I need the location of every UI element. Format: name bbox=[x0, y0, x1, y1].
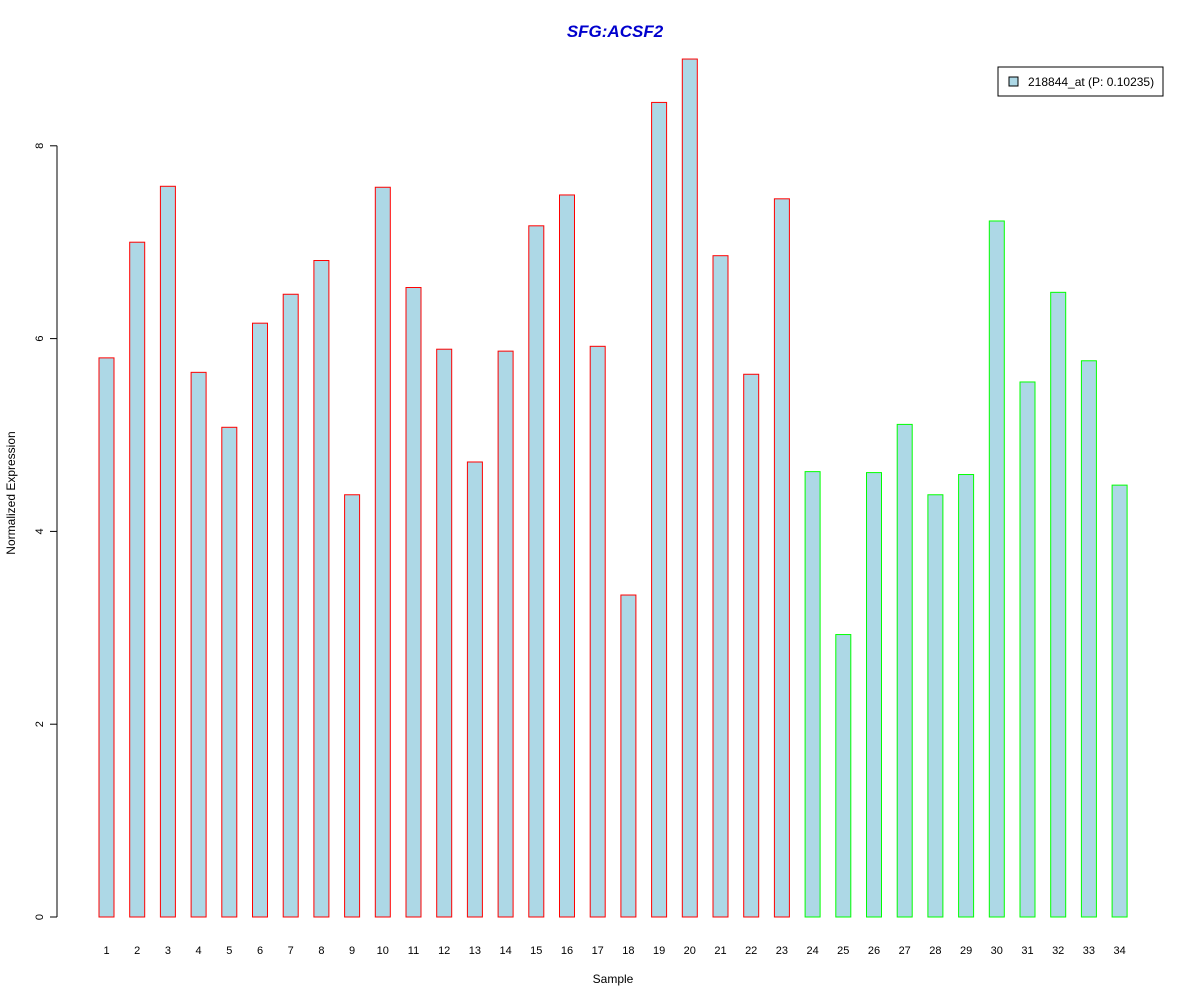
legend-label: 218844_at (P: 0.10235) bbox=[1028, 75, 1154, 89]
x-tick-label: 8 bbox=[318, 945, 324, 957]
bar-sample-21 bbox=[712, 255, 729, 918]
bar-sample-33 bbox=[1080, 360, 1097, 918]
x-tick-label: 19 bbox=[653, 945, 665, 957]
x-tick-label: 6 bbox=[257, 945, 263, 957]
y-tick-label: 2 bbox=[34, 721, 46, 727]
x-tick-label: 20 bbox=[684, 945, 696, 957]
x-tick-label: 9 bbox=[349, 945, 355, 957]
legend-box bbox=[997, 66, 1164, 97]
x-tick-label: 3 bbox=[165, 945, 171, 957]
x-tick-label: 22 bbox=[745, 945, 757, 957]
x-tick-label: 28 bbox=[929, 945, 941, 957]
y-axis-label: Normalized Expression bbox=[4, 431, 18, 554]
bar-sample-31 bbox=[1019, 381, 1036, 918]
x-tick-label: 34 bbox=[1113, 945, 1125, 957]
y-tick-label: 4 bbox=[34, 528, 46, 534]
x-tick-label: 14 bbox=[499, 945, 511, 957]
x-tick-labels: 1 2 3 4 5 6 7 8 9 10 11 12 13 14 15 16 17 18 19 20 21 22 23 24 2… bbox=[103, 945, 1125, 957]
bar-sample-24 bbox=[804, 471, 821, 918]
bar-sample-22 bbox=[743, 373, 760, 918]
y-tick-label: 8 bbox=[34, 143, 46, 149]
x-tick-label: 11 bbox=[408, 945, 419, 957]
x-tick-label: 1 bbox=[103, 945, 109, 957]
bar-sample-18 bbox=[620, 594, 637, 918]
bar-sample-3 bbox=[159, 185, 176, 918]
bar-sample-12 bbox=[436, 348, 453, 918]
x-tick-label: 15 bbox=[530, 945, 542, 957]
bar-sample-26 bbox=[866, 472, 882, 918]
bar-sample-17 bbox=[589, 345, 606, 918]
bar-sample-1 bbox=[98, 357, 115, 918]
x-tick-label: 27 bbox=[899, 945, 911, 957]
y-tick-label: 6 bbox=[34, 336, 46, 342]
x-tick-label: 24 bbox=[806, 945, 818, 957]
x-tick-label: 26 bbox=[868, 945, 880, 957]
x-tick-label: 33 bbox=[1083, 945, 1095, 957]
bars-group bbox=[98, 58, 1128, 918]
legend-swatch bbox=[1008, 76, 1019, 87]
bar-sample-15 bbox=[528, 225, 545, 918]
bar-sample-28 bbox=[927, 494, 944, 918]
x-tick-label: 12 bbox=[438, 945, 450, 957]
x-tick-label: 2 bbox=[134, 945, 140, 957]
bar-sample-9 bbox=[344, 494, 361, 918]
bar-sample-25 bbox=[835, 634, 852, 918]
bar-sample-19 bbox=[651, 101, 668, 918]
x-tick-label: 5 bbox=[226, 945, 232, 957]
x-tick-label: 29 bbox=[960, 945, 972, 957]
y-tick-label: 0 bbox=[34, 914, 46, 920]
bar-sample-7 bbox=[282, 293, 299, 918]
legend: 218844_at (P: 0.10235) bbox=[997, 66, 1164, 97]
bar-sample-11 bbox=[405, 287, 422, 918]
bar-sample-27 bbox=[896, 423, 913, 918]
bar-sample-14 bbox=[497, 350, 514, 918]
x-tick-label: 18 bbox=[622, 945, 634, 957]
x-tick-label: 16 bbox=[561, 945, 573, 957]
x-tick-label: 31 bbox=[1021, 945, 1033, 957]
x-tick-label: 30 bbox=[991, 945, 1003, 957]
bar-sample-13 bbox=[466, 461, 483, 918]
bar-sample-30 bbox=[988, 220, 1005, 918]
bar-sample-4 bbox=[190, 371, 207, 918]
bar-sample-32 bbox=[1050, 291, 1067, 918]
x-tick-label: 10 bbox=[377, 945, 389, 957]
bar-sample-34 bbox=[1111, 484, 1128, 918]
x-tick-label: 21 bbox=[714, 945, 726, 957]
bar-sample-16 bbox=[559, 194, 575, 918]
bar-sample-23 bbox=[773, 198, 790, 918]
y-axis: 0 2 4 6 8 bbox=[34, 143, 58, 920]
chart-title: SFG:ACSF2 bbox=[567, 22, 664, 41]
bar-sample-5 bbox=[221, 426, 238, 918]
bar-sample-10 bbox=[374, 186, 391, 918]
bar-sample-2 bbox=[129, 241, 146, 918]
bar-sample-8 bbox=[313, 260, 330, 918]
bar-sample-6 bbox=[252, 322, 268, 918]
x-tick-label: 23 bbox=[776, 945, 788, 957]
bar-sample-20 bbox=[681, 58, 698, 918]
x-tick-label: 7 bbox=[288, 945, 294, 957]
x-tick-label: 25 bbox=[837, 945, 849, 957]
x-tick-label: 17 bbox=[592, 945, 604, 957]
x-tick-label: 4 bbox=[196, 945, 202, 957]
bar-sample-29 bbox=[958, 474, 975, 918]
x-axis-label: Sample bbox=[593, 972, 634, 986]
x-tick-label: 32 bbox=[1052, 945, 1064, 957]
x-tick-label: 13 bbox=[469, 945, 481, 957]
